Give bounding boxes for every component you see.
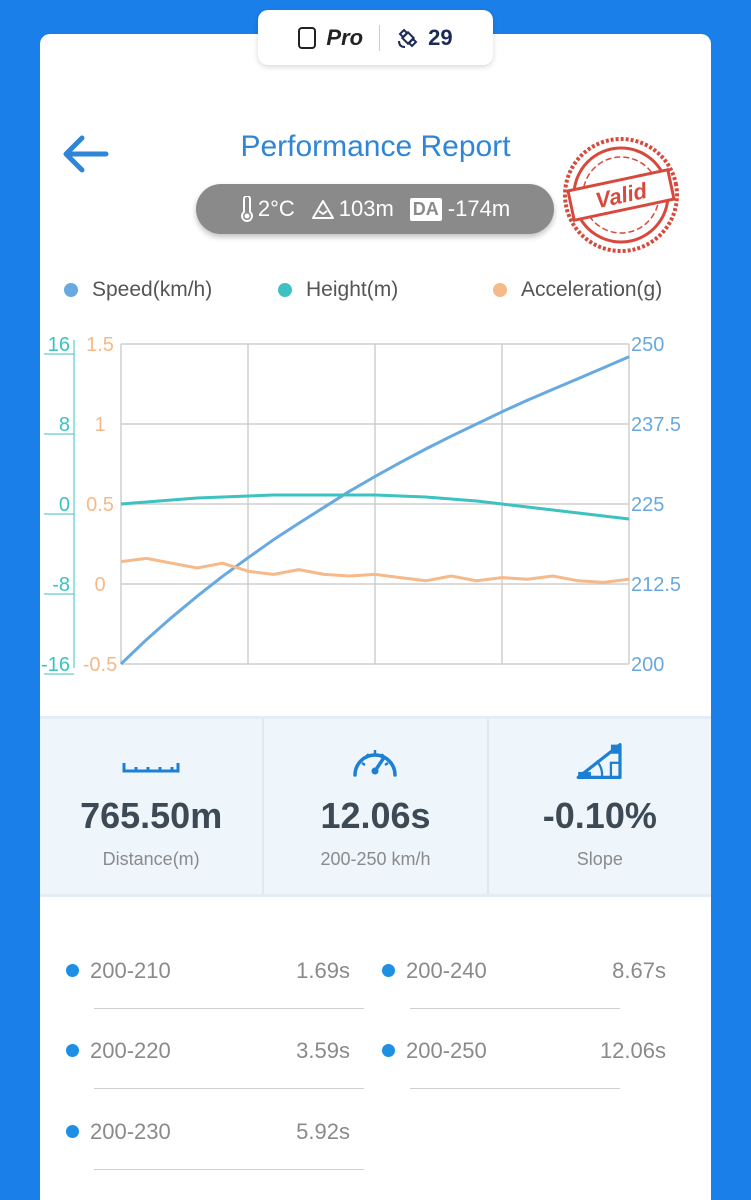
series-line-height (120, 493, 630, 521)
speed-tick-label: 250 (631, 334, 664, 356)
back-arrow-icon[interactable] (58, 132, 112, 176)
valid-stamp: Valid (563, 137, 679, 253)
acceleration-tick-label: -0.5 (83, 654, 117, 676)
split-time: 3.59s (296, 1038, 350, 1063)
speedometer-icon (353, 750, 398, 777)
legend-acceleration[interactable]: Acceleration(g) (493, 278, 662, 302)
acceleration-tick-label: 0 (94, 574, 105, 596)
legend-label: Acceleration(g) (521, 278, 663, 301)
split-divider (410, 1008, 620, 1009)
split-divider (410, 1088, 620, 1089)
device-status-pill[interactable]: Pro 29 (258, 10, 493, 65)
density-altitude-value: -174m (447, 196, 511, 221)
altitude: 103m (311, 196, 394, 222)
series-line-speed (119, 355, 630, 666)
legend-height[interactable]: Height(m) (278, 278, 398, 302)
stat-distance: 765.50m Distance(m) (40, 719, 263, 894)
stat-label: Distance(m) (102, 849, 200, 869)
stat-label: 200-250 km/h (320, 849, 431, 869)
stat-slope: -0.10% Slope (486, 719, 711, 894)
height-tick-label: -16 (41, 654, 70, 676)
legend-dot (64, 283, 78, 297)
stats-panel: 765.50m Distance(m) 12.06s 200-250 km/h … (40, 716, 711, 897)
legend-label: Height(m) (306, 278, 399, 301)
stat-time: 12.06s 200-250 km/h (262, 719, 487, 894)
split-divider (94, 1088, 364, 1089)
split-dot (382, 1044, 395, 1057)
acceleration-tick-label: 1.5 (86, 334, 114, 356)
stat-value: 12.06s (320, 795, 431, 836)
split-range: 200-210 (90, 958, 171, 983)
split-range: 200-240 (406, 958, 487, 983)
split-range: 200-250 (406, 1038, 487, 1063)
split-item: 200-230 5.92s (66, 1091, 364, 1171)
height-tick-label: -8 (52, 574, 70, 596)
speed-tick-label: 200 (631, 654, 664, 676)
device-icon (298, 26, 317, 49)
split-item: 200-220 3.59s (66, 1010, 364, 1090)
split-item: 200-210 1.69s (66, 930, 364, 1010)
chart-legend: Speed(km/h) Height(m) Acceleration(g) (40, 278, 711, 308)
split-divider (94, 1008, 364, 1009)
height-tick-label: 0 (59, 494, 70, 516)
report-card: Performance Report Valid 2°C 103m DA (40, 34, 711, 1200)
legend-dot (493, 283, 507, 297)
legend-speed[interactable]: Speed(km/h) (64, 278, 212, 302)
split-time: 8.67s (612, 958, 666, 983)
satellite-count: 29 (428, 24, 453, 50)
performance-chart: 16 8 0 -8 -16 1.5 1 0.5 0 -0.5 250 237.5 225 212.5 200 (41, 334, 681, 676)
ruler-icon (122, 763, 180, 773)
stat-value: 765.50m (80, 795, 223, 836)
speed-tick-label: 212.5 (631, 574, 681, 596)
density-altitude: DA -174m (409, 196, 511, 222)
height-tick-label: 16 (48, 334, 70, 356)
temperature-value: 2°C (257, 196, 295, 221)
satellite-icon (398, 28, 418, 48)
legend-dot (278, 283, 292, 297)
conditions-pill: 2°C 103m DA -174m (196, 184, 554, 234)
temperature: 2°C (240, 196, 295, 222)
altitude-value: 103m (338, 196, 394, 221)
series-line-acceleration (120, 556, 630, 584)
mode-label: Pro (326, 24, 364, 50)
thermometer-icon (240, 196, 253, 222)
split-range: 200-220 (90, 1038, 171, 1063)
divider (379, 24, 381, 51)
mountain-icon (311, 200, 334, 219)
split-range: 200-230 (90, 1119, 171, 1144)
speed-tick-label: 237.5 (631, 414, 681, 436)
page-title: Performance Report (240, 130, 511, 163)
split-item: 200-240 8.67s (382, 930, 666, 1010)
split-dot (66, 1125, 79, 1138)
split-time: 12.06s (599, 1038, 666, 1063)
stat-value: -0.10% (542, 795, 657, 836)
acceleration-tick-label: 0.5 (86, 494, 114, 516)
legend-label: Speed(km/h) (92, 278, 213, 301)
da-label: DA (409, 197, 442, 221)
slope-icon (576, 743, 622, 779)
split-dot (66, 964, 79, 977)
speed-tick-label: 225 (631, 494, 664, 516)
split-time: 1.69s (296, 958, 350, 983)
split-divider (94, 1169, 364, 1170)
split-dot (66, 1044, 79, 1057)
acceleration-tick-label: 1 (94, 414, 105, 436)
split-item: 200-250 12.06s (382, 1010, 666, 1090)
stat-label: Slope (576, 849, 623, 869)
split-dot (382, 964, 395, 977)
split-time: 5.92s (296, 1119, 350, 1144)
height-tick-label: 8 (59, 414, 70, 436)
